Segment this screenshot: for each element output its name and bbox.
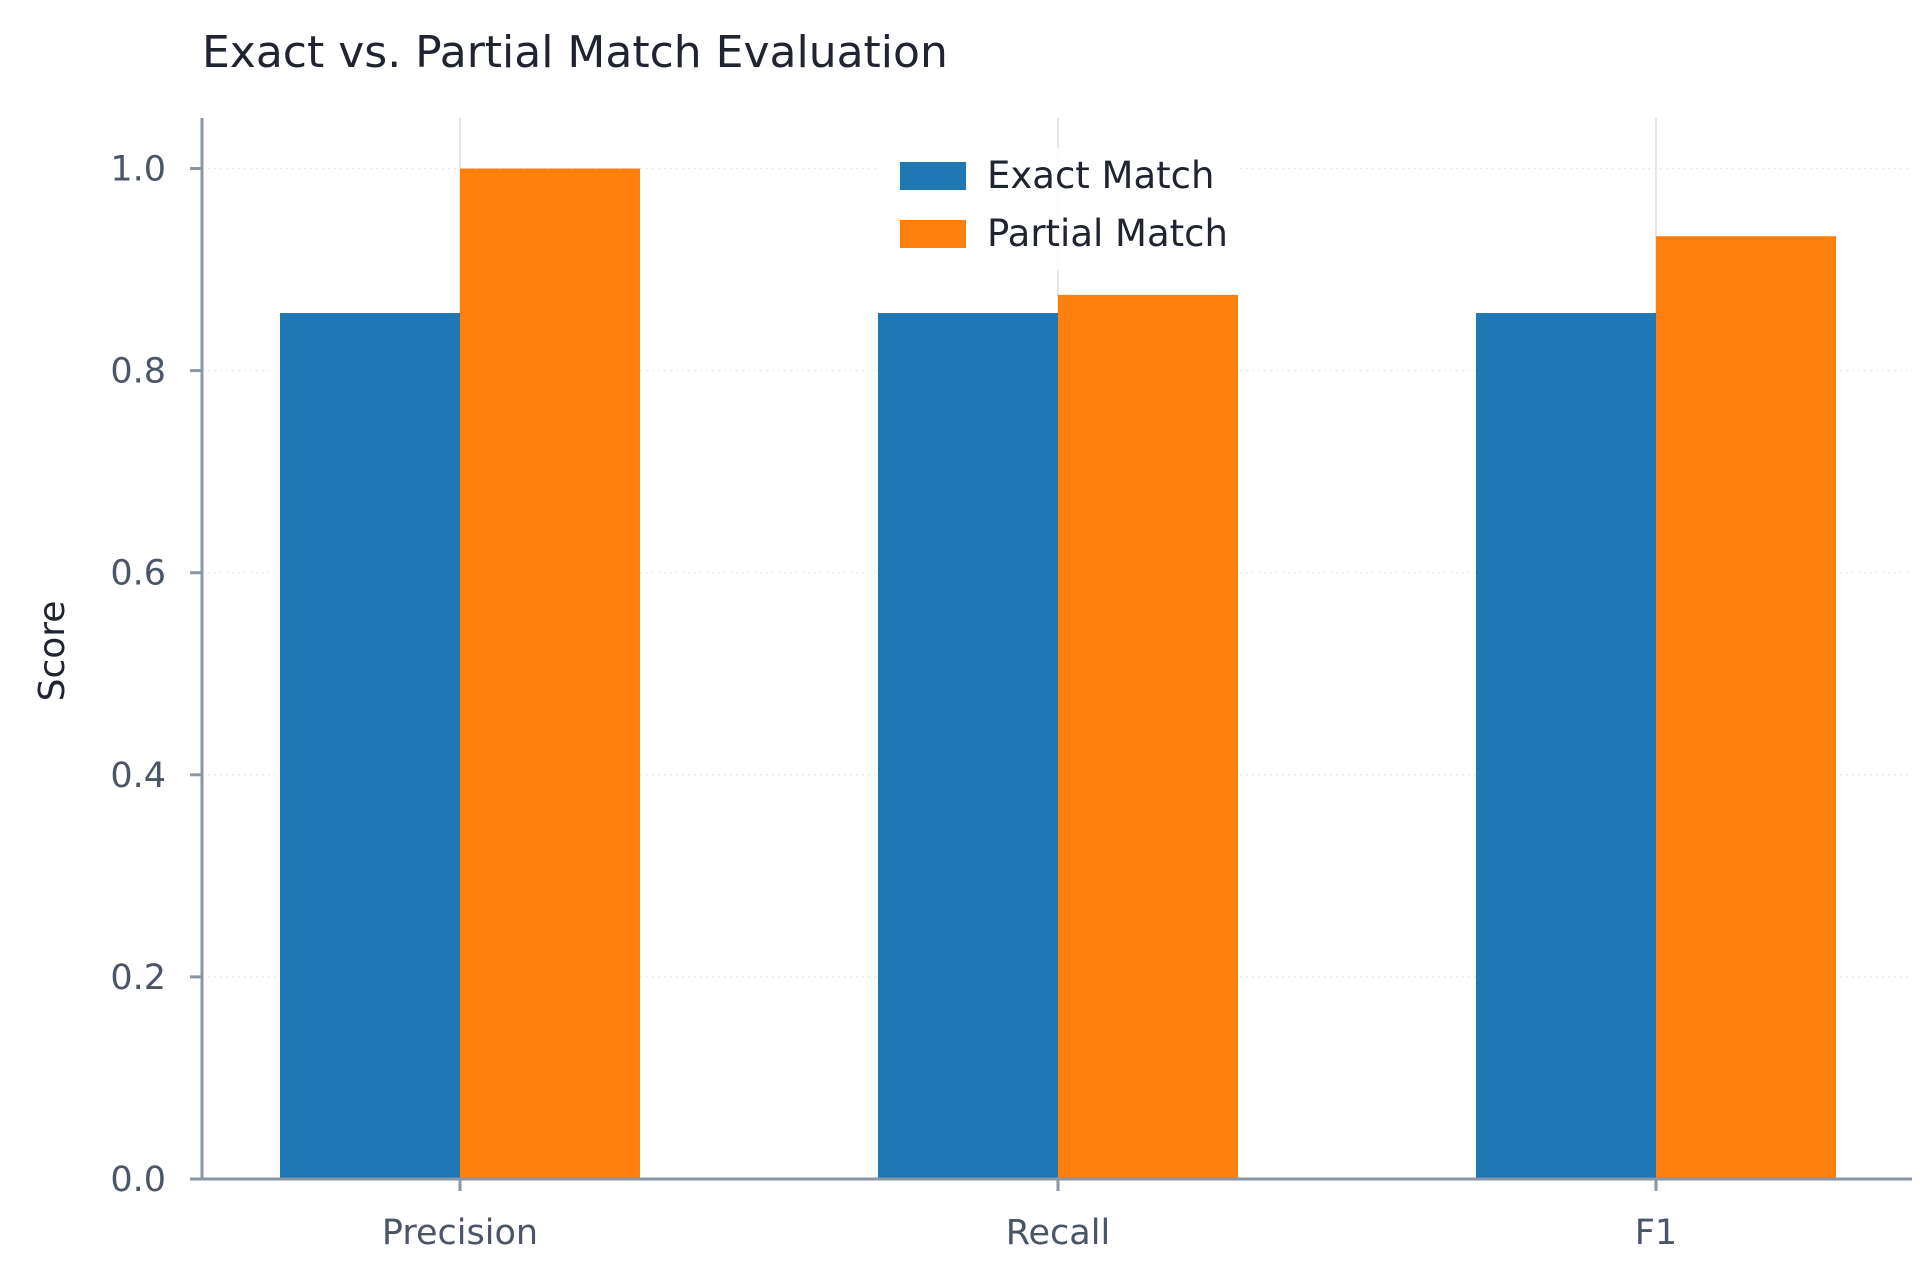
- x-ticks: Precision Recall F1: [382, 1179, 1677, 1253]
- legend-label-exact-match: Exact Match: [987, 154, 1214, 197]
- x-tick-label: Precision: [382, 1213, 538, 1253]
- legend: Exact Match Partial Match: [880, 148, 1240, 270]
- y-tick-label: 0.8: [110, 352, 166, 392]
- y-tick-label: 0.2: [110, 958, 166, 998]
- bar-exact-match-f1: [1476, 313, 1656, 1179]
- bar-partial-match-precision: [460, 168, 640, 1179]
- bar-exact-match-precision: [280, 313, 460, 1179]
- y-tick-label: 0.4: [110, 756, 166, 796]
- legend-label-partial-match: Partial Match: [987, 212, 1228, 255]
- x-tick-label: Recall: [1006, 1213, 1110, 1253]
- x-tick-label: F1: [1635, 1213, 1677, 1253]
- chart-title: Exact vs. Partial Match Evaluation: [202, 27, 948, 78]
- legend-swatch-exact-match: [900, 162, 966, 190]
- y-tick-label: 0.0: [110, 1160, 166, 1200]
- bar-partial-match-f1: [1656, 236, 1836, 1179]
- y-tick-label: 1.0: [110, 150, 166, 190]
- legend-swatch-partial-match: [900, 220, 966, 248]
- bar-partial-match-recall: [1058, 294, 1238, 1179]
- y-ticks: 0.0 0.2 0.4 0.6 0.8 1.0: [110, 150, 202, 1200]
- bars: [280, 168, 1836, 1179]
- y-tick-label: 0.6: [110, 554, 166, 594]
- y-axis-label: Score: [32, 601, 73, 702]
- bar-exact-match-recall: [878, 313, 1058, 1179]
